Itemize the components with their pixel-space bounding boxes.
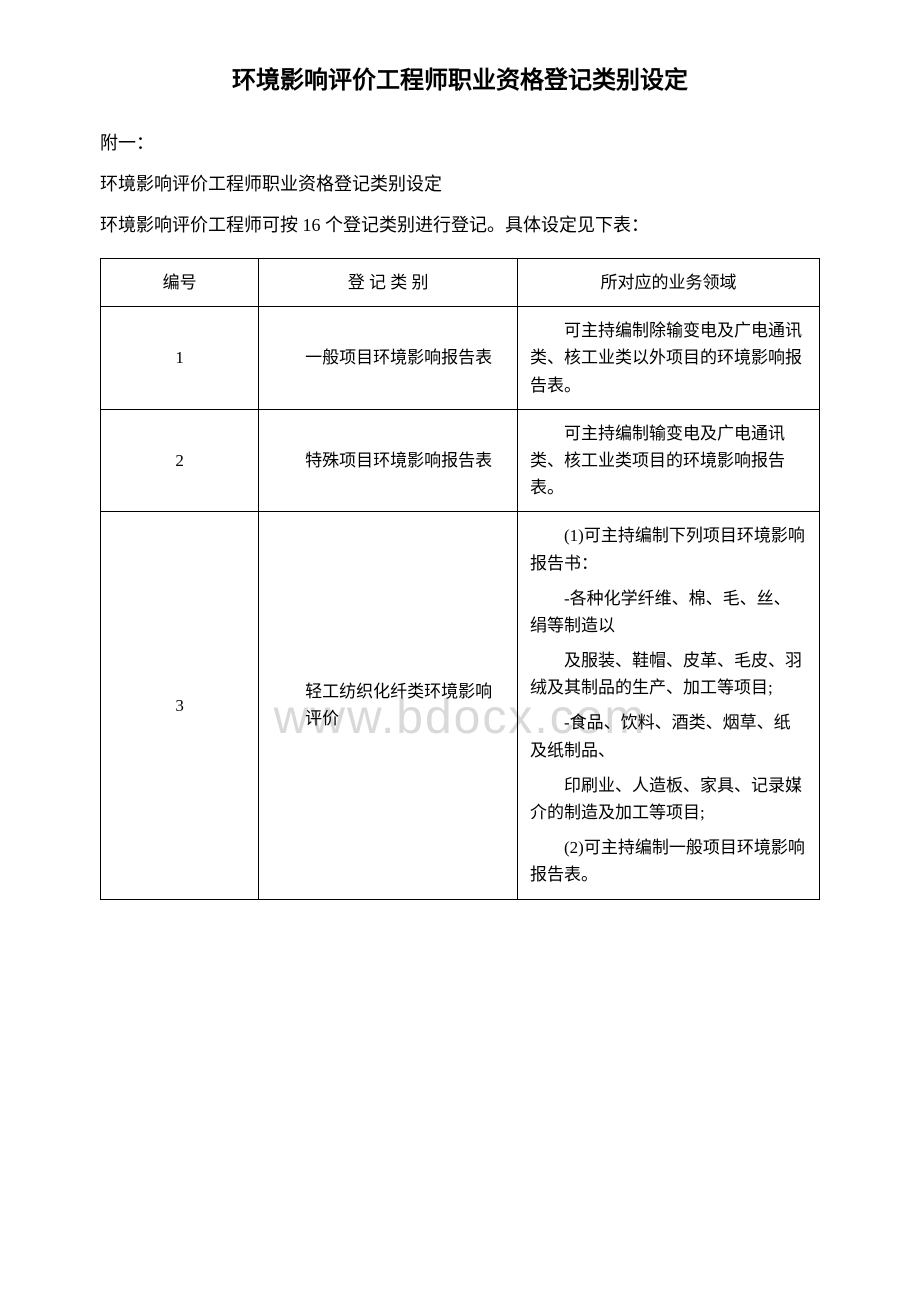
intro-line-1: 附一： xyxy=(100,125,820,161)
row-category: 一般项目环境影响报告表 xyxy=(259,307,518,410)
row-business: (1)可主持编制下列项目环境影响报告书： -各种化学纤维、棉、毛、丝、绢等制造以… xyxy=(518,512,820,899)
business-para: -各种化学纤维、棉、毛、丝、绢等制造以 xyxy=(530,585,807,639)
row-business: 可主持编制输变电及广电通讯类、核工业类项目的环境影响报告表。 xyxy=(518,409,820,512)
category-text: 特殊项目环境影响报告表 xyxy=(271,451,492,470)
header-category: 登 记 类 别 xyxy=(259,259,518,307)
row-num: 3 xyxy=(101,512,259,899)
category-text: 评价 xyxy=(271,709,339,728)
row-num: 2 xyxy=(101,409,259,512)
row-num: 1 xyxy=(101,307,259,410)
business-para: (2)可主持编制一般项目环境影响报告表。 xyxy=(530,834,807,888)
header-business: 所对应的业务领域 xyxy=(518,259,820,307)
business-para: -食品、饮料、酒类、烟草、纸及纸制品、 xyxy=(530,709,807,763)
table-row: 2 特殊项目环境影响报告表 可主持编制输变电及广电通讯类、核工业类项目的环境影响… xyxy=(101,409,820,512)
table-row: 3 轻工纺织化纤类环境影响 评价 (1)可主持编制下列项目环境影响报告书： -各… xyxy=(101,512,820,899)
business-para: 可主持编制输变电及广电通讯类、核工业类项目的环境影响报告表。 xyxy=(530,420,807,502)
header-num: 编号 xyxy=(101,259,259,307)
table-header-row: 编号 登 记 类 别 所对应的业务领域 xyxy=(101,259,820,307)
category-text: 轻工纺织化纤类环境影响 xyxy=(271,682,492,701)
category-text: 一般项目环境影响报告表 xyxy=(271,348,492,367)
business-para: 可主持编制除输变电及广电通讯类、核工业类以外项目的环境影响报告表。 xyxy=(530,317,807,399)
category-table: 编号 登 记 类 别 所对应的业务领域 1 一般项目环境影响报告表 可主持编制除… xyxy=(100,258,820,900)
intro-line-3: 环境影响评价工程师可按 16 个登记类别进行登记。具体设定见下表： xyxy=(100,207,820,243)
business-para: 及服装、鞋帽、皮革、毛皮、羽绒及其制品的生产、加工等项目; xyxy=(530,647,807,701)
intro-line-2: 环境影响评价工程师职业资格登记类别设定 xyxy=(100,166,820,202)
page-title: 环境影响评价工程师职业资格登记类别设定 xyxy=(100,60,820,95)
row-business: 可主持编制除输变电及广电通讯类、核工业类以外项目的环境影响报告表。 xyxy=(518,307,820,410)
row-category: 特殊项目环境影响报告表 xyxy=(259,409,518,512)
business-para: (1)可主持编制下列项目环境影响报告书： xyxy=(530,522,807,576)
business-para: 印刷业、人造板、家具、记录媒介的制造及加工等项目; xyxy=(530,772,807,826)
table-row: 1 一般项目环境影响报告表 可主持编制除输变电及广电通讯类、核工业类以外项目的环… xyxy=(101,307,820,410)
row-category: 轻工纺织化纤类环境影响 评价 xyxy=(259,512,518,899)
